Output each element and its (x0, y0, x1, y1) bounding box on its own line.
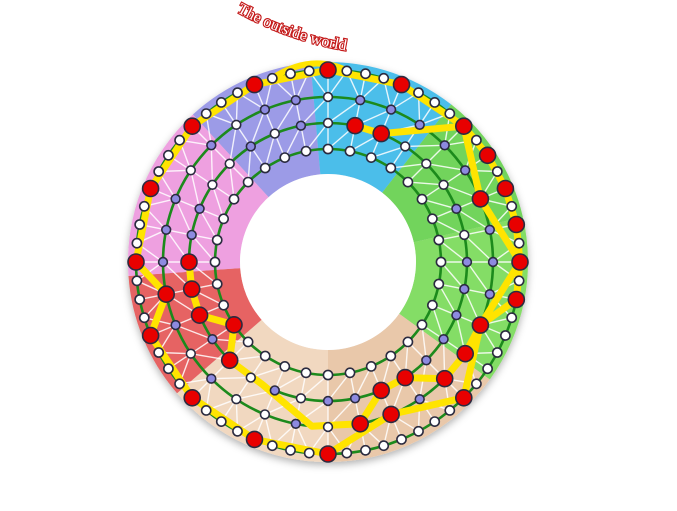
svg-text:The outside world: The outside world (235, 0, 349, 54)
